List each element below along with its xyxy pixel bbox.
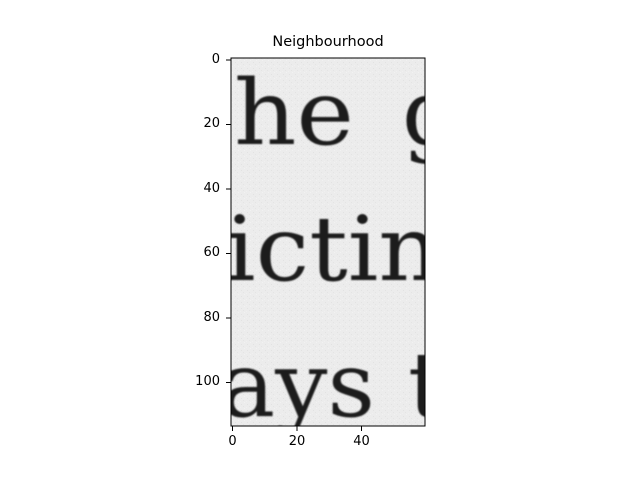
y-tick-label: 100: [195, 374, 220, 389]
y-tick-label: 80: [203, 310, 220, 325]
paper-background: [231, 58, 425, 426]
text-line-1: he: [234, 61, 354, 166]
x-tick-label: 40: [353, 434, 370, 449]
text-line-3: ays: [220, 333, 375, 438]
y-tick-label: 60: [203, 245, 220, 260]
scanned-text-image: he g ictin ays t: [220, 58, 460, 438]
text-line-2: ictin: [225, 197, 440, 302]
axes-frame: [230, 57, 426, 427]
x-tick-label: 20: [288, 434, 306, 449]
text-line-3-partial-t: t: [408, 333, 444, 438]
y-tick-label: 0: [211, 52, 220, 67]
x-tick-label: 0: [228, 434, 237, 449]
y-tick-marks: [226, 59, 231, 383]
y-tick-label: 40: [203, 181, 220, 196]
x-tick-marks: [232, 426, 362, 431]
y-tick-label: 20: [203, 116, 220, 131]
text-line-1-partial-g: g: [402, 61, 460, 166]
figure-title: Neighbourhood: [272, 34, 384, 50]
